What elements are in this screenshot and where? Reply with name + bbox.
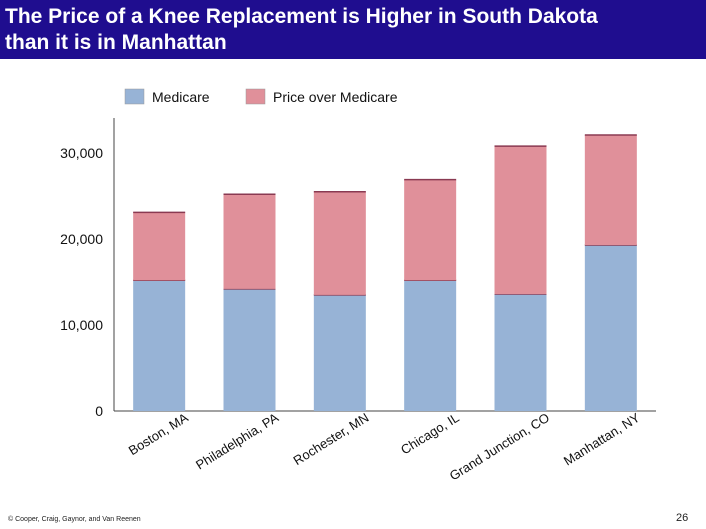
category-label-grand-junction-co: Grand Junction, CO — [447, 410, 552, 484]
slide-title-line2: than it is in Manhattan — [5, 31, 227, 54]
category-labels: Boston, MA Philadelphia, PA Rochester, MN C… — [126, 410, 643, 484]
legend-label-price-over-medicare: Price over Medicare — [273, 89, 398, 105]
legend-swatch-price-over-medicare — [245, 88, 266, 105]
chart-bars — [133, 134, 637, 411]
y-tick-label: 10,000 — [60, 317, 103, 333]
legend-swatch-medicare — [124, 88, 145, 105]
y-tick-label: 30,000 — [60, 145, 103, 161]
legend-label-medicare: Medicare — [152, 89, 210, 105]
category-label-boston-ma: Boston, MA — [126, 410, 191, 459]
bar-philadelphia-pa-medicare — [223, 288, 276, 411]
page-number: 26 — [676, 512, 689, 524]
bar-rochester-mn-medicare — [313, 294, 366, 411]
bar-grand-junction-co-medicare — [494, 294, 547, 411]
copyright-footer: © Cooper, Craig, Gaynor, and Van Reenen — [8, 516, 141, 523]
bar-rochester-mn-price-over-medicare — [313, 191, 366, 295]
chart-axes: 0 10,000 20,000 30,000 — [60, 118, 656, 419]
category-label-chicago-il: Chicago, IL — [398, 410, 462, 458]
bar-boston-ma-medicare — [133, 280, 186, 411]
category-label-philadelphia-pa: Philadelphia, PA — [193, 410, 281, 473]
bar-boston-ma-price-over-medicare — [133, 212, 186, 281]
bar-philadelphia-pa-price-over-medicare — [223, 194, 276, 289]
category-label-rochester-mn: Rochester, MN — [291, 410, 372, 468]
category-label-manhattan-ny: Manhattan, NY — [561, 410, 643, 469]
bar-grand-junction-co-price-over-medicare — [494, 146, 547, 295]
y-tick-label: 20,000 — [60, 231, 103, 247]
bar-manhattan-ny-price-over-medicare — [584, 134, 637, 246]
bar-chicago-il-price-over-medicare — [404, 179, 457, 281]
legend: Medicare Price over Medicare — [124, 88, 398, 105]
bar-chicago-il-medicare — [404, 280, 457, 411]
title-bar: The Price of a Knee Replacement is Highe… — [0, 0, 706, 59]
bar-manhattan-ny-medicare — [584, 245, 637, 411]
slide-title-line1: The Price of a Knee Replacement is Highe… — [5, 5, 598, 28]
y-tick-label: 0 — [95, 403, 103, 419]
